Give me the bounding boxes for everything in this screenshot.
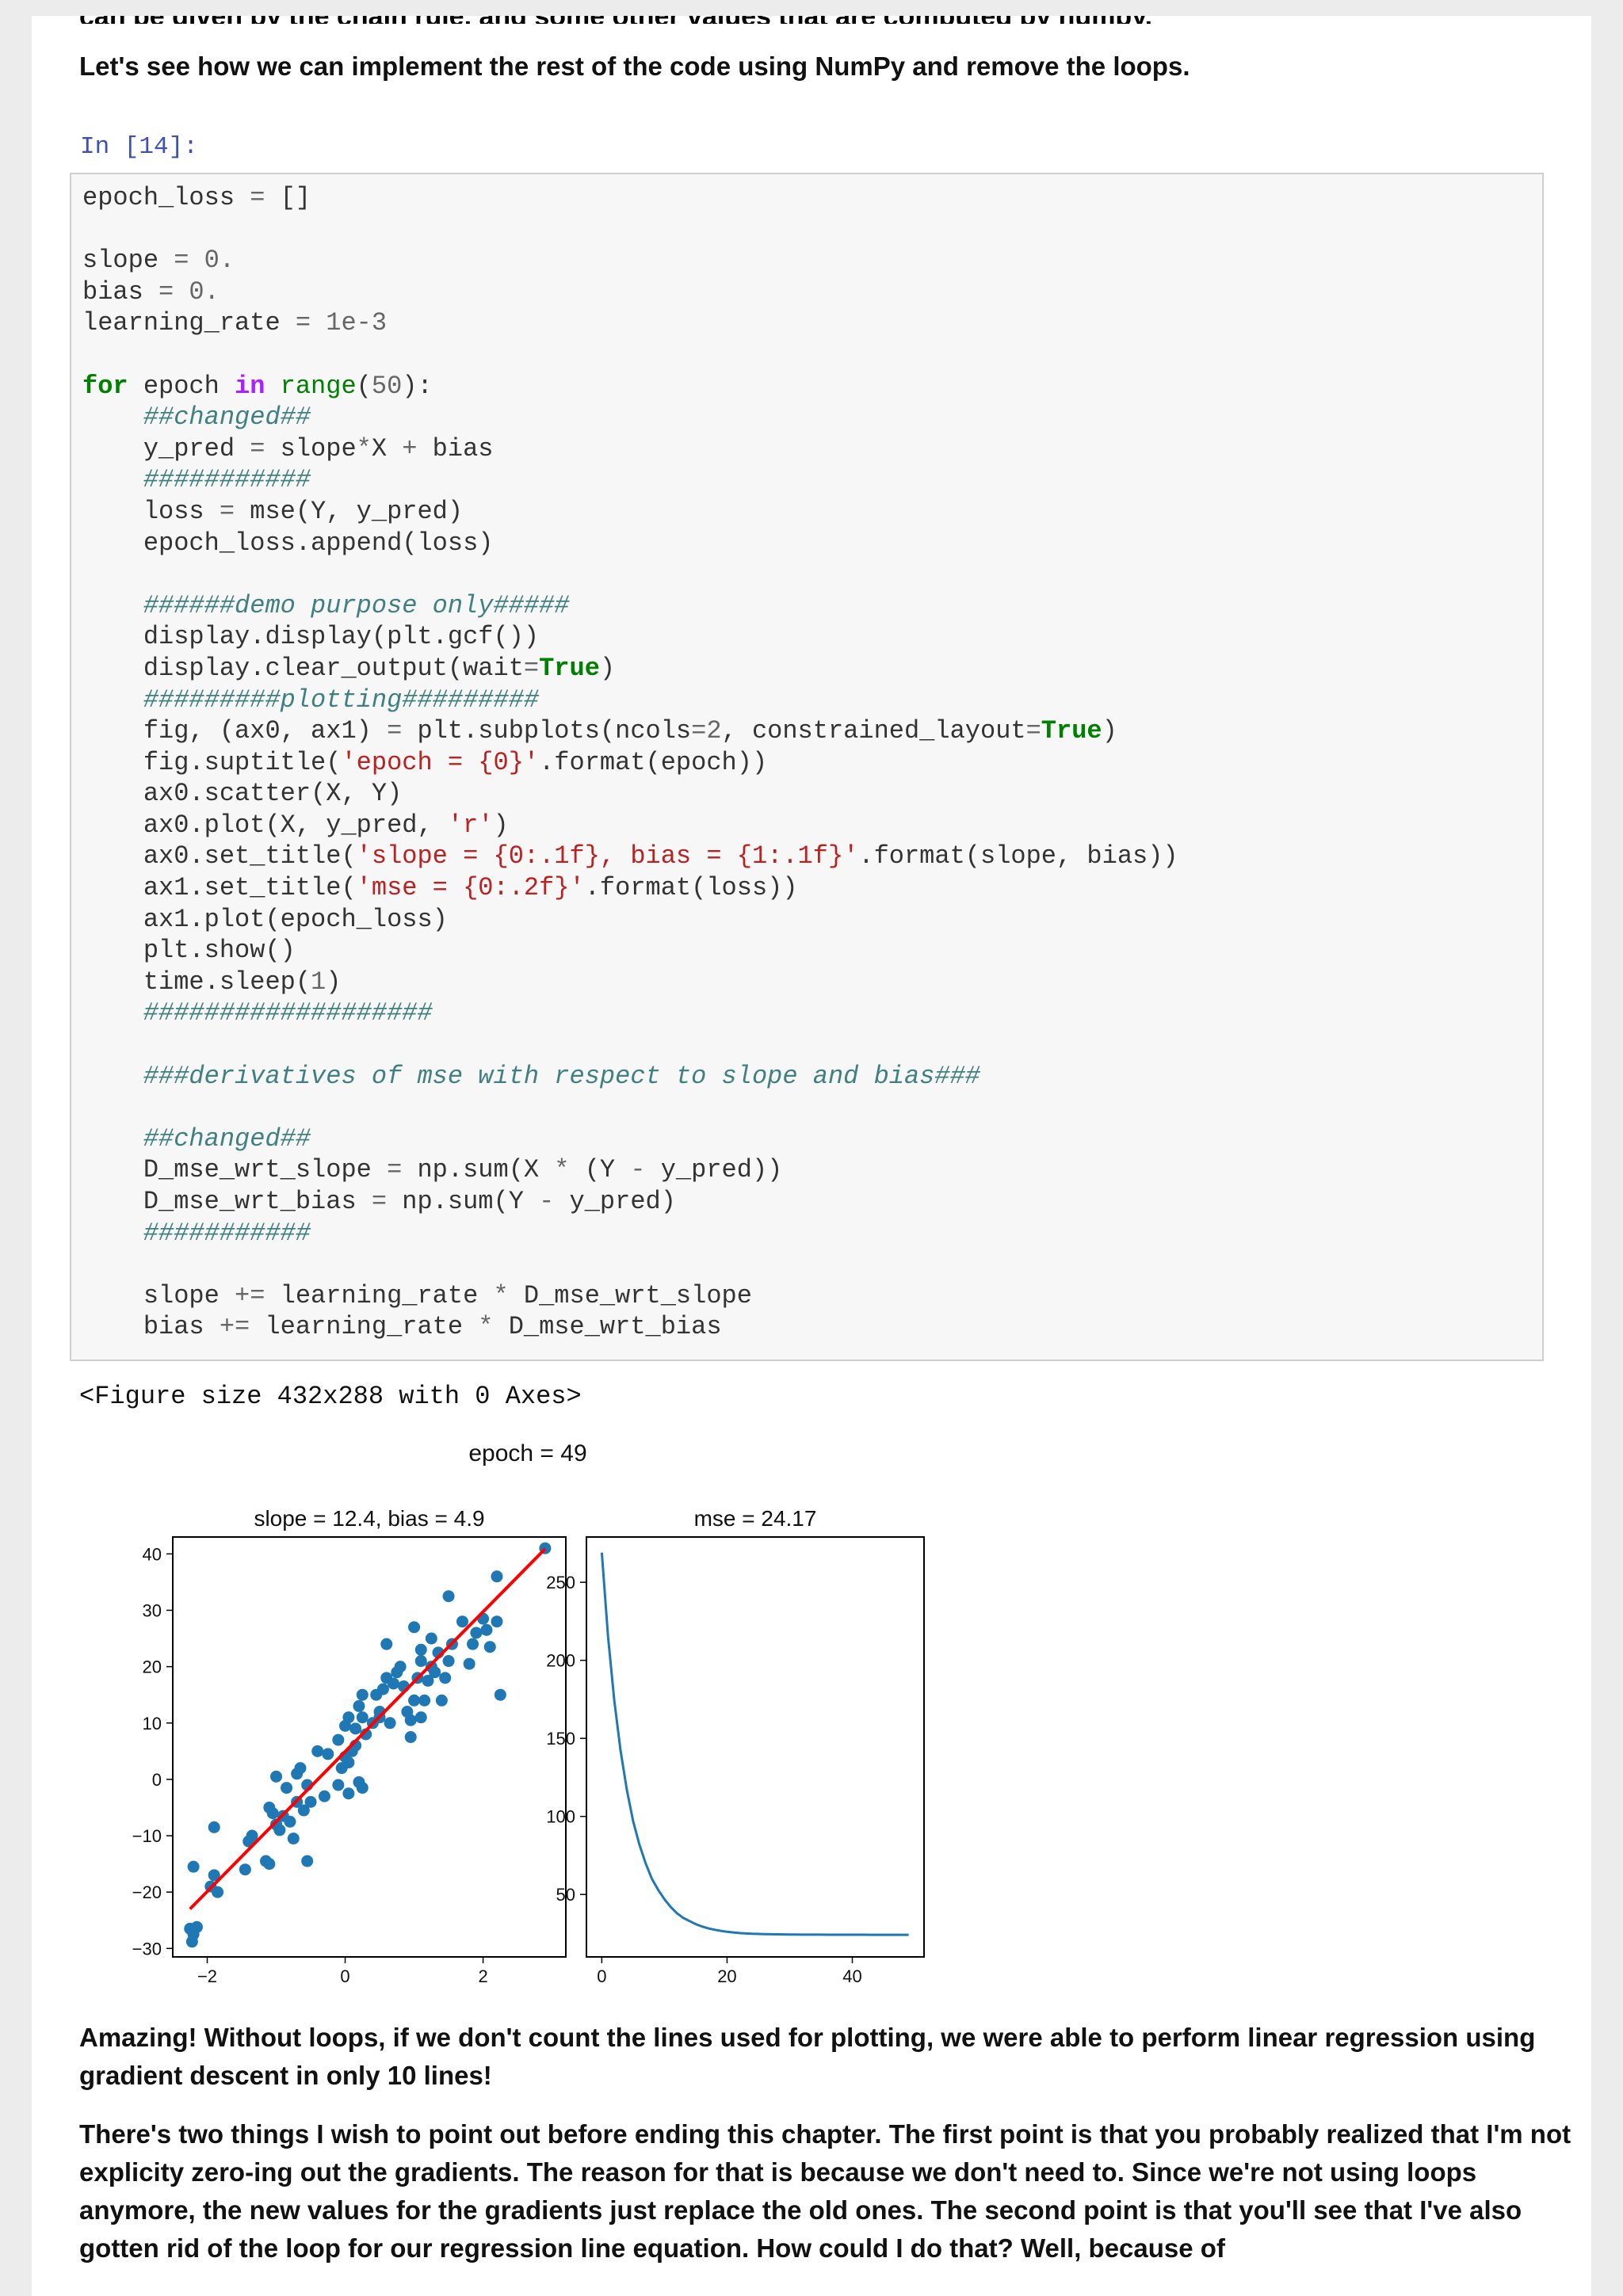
scatter-ytick-label: −20 <box>132 1882 162 1902</box>
scatter-point <box>422 1674 434 1687</box>
scatter-point <box>311 1745 324 1757</box>
scatter-axes: slope = 12.4, bias = 4.9−2 0 2−30−20−10010… <box>132 1506 567 1986</box>
scatter-point <box>208 1869 220 1882</box>
scatter-ytick-label: 20 <box>143 1657 162 1677</box>
conclusion-paragraph-1: Amazing! Without loops, if we don't coun… <box>79 2023 1536 2090</box>
scatter-point <box>185 1936 198 1948</box>
scatter-point <box>356 1782 369 1794</box>
scatter-point <box>297 1804 310 1817</box>
mse-ytick-label: 50 <box>556 1885 575 1905</box>
scatter-point <box>322 1748 334 1760</box>
mse-xtick-label: 40 <box>842 1966 861 1986</box>
scatter-point <box>467 1638 479 1650</box>
scatter-point <box>408 1694 421 1707</box>
scatter-frame <box>172 1536 567 1958</box>
scatter-ytick-label: −30 <box>132 1939 162 1958</box>
scatter-point <box>456 1615 468 1628</box>
scatter-point <box>266 1807 279 1820</box>
figure-output-text: <Figure size 432x288 with 0 Axes> <box>79 1382 582 1411</box>
scatter-point <box>408 1621 421 1634</box>
scatter-point <box>187 1860 200 1873</box>
scatter-point <box>190 1920 203 1933</box>
scatter-point <box>356 1688 369 1701</box>
scatter-point <box>332 1733 345 1746</box>
scatter-point <box>483 1641 496 1653</box>
scatter-point <box>404 1731 417 1744</box>
scatter-point <box>442 1590 455 1603</box>
scatter-point <box>439 1672 452 1684</box>
scatter-xtick-label: 0 <box>340 1966 349 1986</box>
output-figure: epoch = 49 slope = 12.4, bias = 4.9−2 0 2−… <box>132 1440 925 1986</box>
notebook-page: can be given by the chain rule, and some… <box>32 16 1591 2296</box>
scatter-point <box>435 1694 448 1707</box>
scatter-point <box>414 1711 427 1724</box>
scatter-point <box>273 1824 286 1836</box>
scatter-ytick-label: 30 <box>143 1600 162 1620</box>
scatter-point <box>294 1762 307 1775</box>
clipped-previous-paragraph: can be given by the chain rule, and some… <box>79 16 1553 24</box>
scatter-point <box>425 1632 437 1645</box>
scatter-xtick-label: 2 <box>478 1966 487 1986</box>
scatter-point <box>349 1722 362 1735</box>
scatter-point <box>494 1688 506 1701</box>
mse-ytick-label: 200 <box>546 1651 575 1671</box>
scatter-point <box>284 1815 296 1828</box>
scatter-point <box>414 1655 427 1668</box>
scatter-point <box>442 1655 455 1668</box>
scatter-point <box>332 1779 345 1791</box>
scatter-point <box>418 1694 431 1707</box>
scatter-point <box>353 1699 365 1712</box>
scatter-point <box>380 1638 393 1650</box>
mse-xtick-label: 20 <box>717 1966 736 1986</box>
mse-xtick-label: 0 <box>597 1966 606 1986</box>
scatter-point <box>414 1643 427 1656</box>
scatter-point <box>370 1688 383 1701</box>
scatter-point <box>342 1711 355 1724</box>
scatter-title: slope = 12.4, bias = 4.9 <box>254 1506 484 1531</box>
scatter-point <box>480 1623 493 1636</box>
regression-line <box>189 1547 547 1910</box>
conclusion-paragraph-2: There's two things I wish to point out b… <box>79 2119 1571 2263</box>
figure-suptitle: epoch = 49 <box>468 1440 586 1466</box>
scatter-point <box>318 1790 330 1802</box>
scatter-point <box>281 1782 293 1794</box>
scatter-point <box>384 1717 396 1730</box>
cell-input-prompt: In [14]: <box>80 133 198 161</box>
scatter-ytick-label: 0 <box>152 1770 162 1790</box>
code-cell[interactable]: epoch_loss = [] slope = 0. bias = 0. lea… <box>70 173 1544 1361</box>
code-editor[interactable]: epoch_loss = [] slope = 0. bias = 0. lea… <box>82 183 1178 1342</box>
scatter-point <box>304 1795 317 1808</box>
scatter-point <box>387 1677 399 1690</box>
scatter-point <box>208 1821 220 1833</box>
mse-ytick-label: 250 <box>546 1573 575 1592</box>
scatter-point <box>356 1711 369 1724</box>
scatter-point <box>239 1863 251 1876</box>
scatter-point <box>491 1570 503 1583</box>
mse-loss-line <box>600 1552 909 1936</box>
scatter-point <box>342 1787 355 1800</box>
mse-axes: mse = 24.17 0 20 40 50 100 150 200 250 <box>546 1506 925 1986</box>
mse-title: mse = 24.17 <box>694 1506 817 1531</box>
mse-ytick-label: 100 <box>546 1807 575 1827</box>
scatter-point <box>287 1833 300 1845</box>
scatter-ytick-label: −10 <box>132 1826 162 1846</box>
scatter-point <box>404 1714 417 1726</box>
scatter-point <box>360 1728 372 1741</box>
scatter-point <box>470 1627 483 1639</box>
scatter-ytick-label: 40 <box>143 1544 162 1564</box>
scatter-point <box>263 1858 276 1871</box>
scatter-point <box>394 1661 407 1673</box>
scatter-point <box>463 1657 475 1670</box>
scatter-point <box>270 1770 283 1783</box>
scatter-point <box>429 1666 441 1679</box>
mse-frame <box>586 1536 925 1958</box>
mse-ytick-label: 150 <box>546 1729 575 1749</box>
intro-paragraph: Let's see how we can implement the rest … <box>79 51 1190 81</box>
scatter-xtick-label: −2 <box>197 1966 217 1986</box>
scatter-ytick-label: 10 <box>143 1714 162 1733</box>
scatter-point <box>491 1615 503 1628</box>
scatter-point <box>301 1855 314 1867</box>
